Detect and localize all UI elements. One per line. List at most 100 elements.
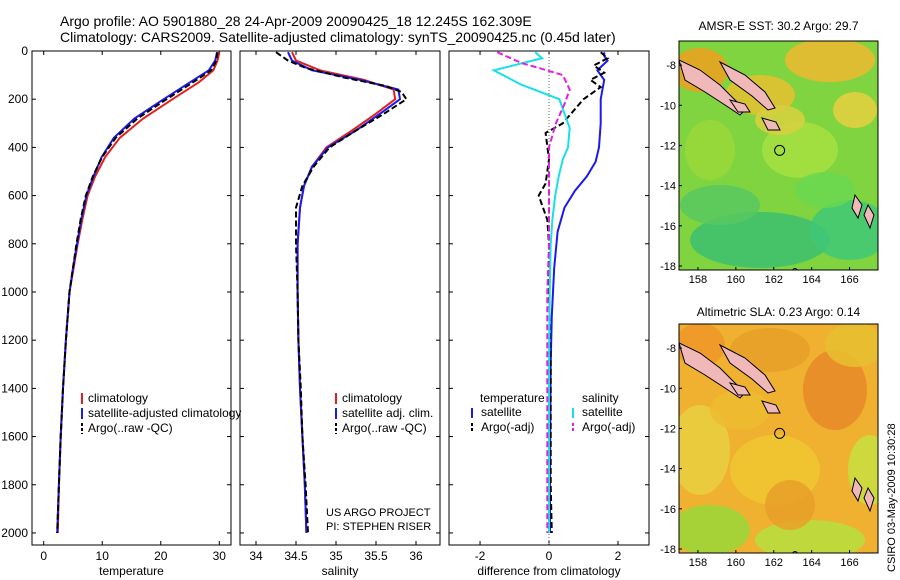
y-tick-label: -18 — [660, 261, 676, 273]
legend-label: Argo(..raw -QC) — [342, 421, 427, 435]
argo-position-marker — [774, 144, 786, 156]
series-line-salinity-satellite — [491, 51, 571, 533]
island-shape — [851, 476, 863, 503]
field-patch — [755, 520, 865, 553]
island-shape — [761, 400, 781, 414]
y-tick-label: 400 — [8, 140, 28, 154]
x-tick-label: 35.5 — [364, 549, 388, 563]
temperature-profile-lines — [56, 51, 221, 534]
field-patch — [833, 92, 877, 128]
y-tick-label: 0 — [21, 44, 28, 58]
field-patch — [803, 350, 867, 430]
series-line-temperature-satellite — [549, 52, 609, 533]
footer-timestamp: CSIRO 03-May-2009 10:30:28 — [886, 423, 898, 572]
y-tick-label: 1400 — [1, 381, 28, 395]
y-tick-label: 1200 — [1, 333, 28, 347]
island-shape — [761, 117, 781, 131]
x-tick-label: 2 — [615, 549, 622, 563]
island-shape — [863, 486, 875, 513]
field-patch — [710, 390, 770, 430]
salinity-profile: 34 34.5 35 35.5 36 salinity climatologysatelli… — [239, 50, 441, 578]
x-axis-label: salinity — [322, 564, 359, 578]
x-tick-label: 34 — [249, 549, 263, 563]
series-line-climatology — [291, 51, 397, 534]
y-tick-label: 1800 — [1, 478, 28, 492]
y-tick-label: 2000 — [1, 526, 28, 540]
sla-map-field — [679, 324, 878, 553]
x-tick-label: 0 — [40, 549, 47, 563]
y-tick-label: 600 — [8, 189, 28, 203]
field-patch — [730, 328, 810, 372]
x-tick-label: 158 — [689, 557, 707, 569]
legend-heading-temperature: temperature — [480, 391, 545, 405]
x-tick-label: 162 — [765, 274, 783, 286]
legend-label: Argo(-adj) — [481, 420, 534, 434]
series-line-climatology — [56, 51, 221, 534]
salinity-profile-lines — [275, 51, 408, 534]
figure-title-line1: Argo profile: AO 5901880_28 24-Apr-2009 … — [60, 13, 532, 29]
island-shape — [851, 193, 863, 220]
legend-label: climatology — [88, 391, 148, 405]
y-tick-label: -10 — [660, 383, 676, 395]
legend-label: satellite — [481, 405, 522, 419]
coast-outline — [791, 551, 799, 553]
series-line-satellite-adj-clim- — [287, 51, 402, 534]
x-tick-label: 166 — [840, 557, 858, 569]
x-tick-label: 162 — [765, 557, 783, 569]
sst-map-title: AMSR-E SST: 30.2 Argo: 29.7 — [698, 19, 858, 33]
field-patch — [795, 172, 855, 208]
x-tick-label: 20 — [154, 549, 168, 563]
legend-label: satellite-adjusted climatology — [88, 406, 241, 420]
field-patch — [690, 212, 830, 268]
x-tick-label: 0 — [546, 549, 553, 563]
island-shape — [728, 382, 751, 396]
y-tick-label: -14 — [660, 181, 676, 193]
y-tick-label: -12 — [660, 423, 676, 435]
credit-line2: PI: STEPHEN RISER — [326, 521, 431, 533]
y-tick-label: -18 — [660, 544, 676, 556]
difference-profile-lines — [491, 51, 610, 534]
island-shape — [728, 99, 751, 113]
x-tick-label: 35 — [329, 549, 343, 563]
figure-title-line2: Climatology: CARS2009. Satellite-adjuste… — [60, 29, 616, 45]
series-line-temperature-argo-adj- — [537, 51, 610, 534]
legend-label: satellite — [582, 405, 623, 419]
x-tick-label: 160 — [727, 274, 745, 286]
field-patch — [680, 185, 760, 225]
y-tick-label: -14 — [660, 464, 676, 476]
series-line-argo-raw-qc- — [56, 52, 219, 534]
x-tick-label: 34.5 — [284, 549, 308, 563]
y-tick-label: 200 — [8, 92, 28, 106]
y-tick-label: 1600 — [1, 430, 28, 444]
sst-map: AMSR-E SST: 30.2 Argo: 29.7 158 160 162 164 1… — [660, 19, 879, 286]
x-tick-label: 160 — [727, 557, 745, 569]
x-axis-label: temperature — [99, 564, 164, 578]
sst-map-frame — [678, 40, 879, 271]
coast-outline — [791, 268, 799, 270]
legend-label: climatology — [342, 391, 402, 405]
sst-map-field — [679, 41, 878, 270]
sla-map-frame — [678, 323, 879, 554]
y-tick-label: -10 — [660, 100, 676, 112]
x-tick-label: -2 — [475, 549, 486, 563]
x-tick-label: 30 — [213, 549, 227, 563]
island-shape — [863, 203, 875, 230]
x-tick-label: 10 — [96, 549, 110, 563]
y-tick-label: 1000 — [1, 285, 28, 299]
y-tick-label: -16 — [660, 221, 676, 233]
y-tick-label: -16 — [660, 504, 676, 516]
field-patch — [679, 505, 750, 553]
field-patch — [825, 324, 878, 367]
y-tick-label: -8 — [666, 343, 676, 355]
legend-label: Argo(-adj) — [582, 420, 635, 434]
x-axis-label: difference from climatology — [477, 564, 620, 578]
x-tick-label: 164 — [802, 274, 820, 286]
field-patch — [685, 120, 735, 180]
argo-position-marker — [774, 427, 786, 439]
y-tick-label: -12 — [660, 140, 676, 152]
field-patch — [762, 122, 838, 178]
legend-label: satellite adj. clim. — [342, 406, 433, 420]
field-patch — [810, 200, 878, 260]
